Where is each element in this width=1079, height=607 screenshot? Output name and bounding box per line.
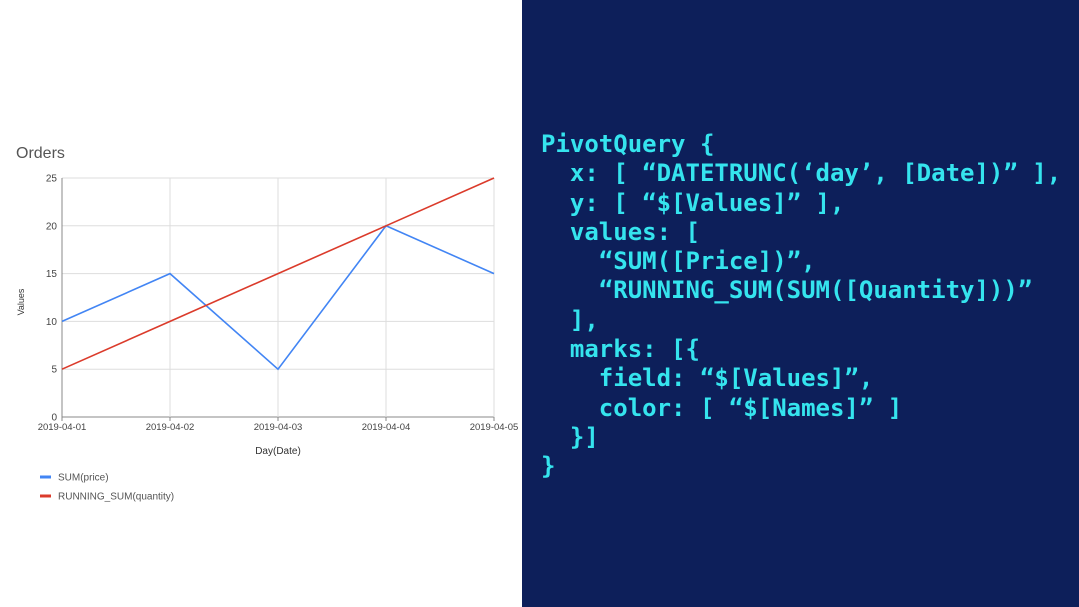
code-line: PivotQuery {	[541, 130, 715, 158]
y-tick-label: 5	[51, 365, 57, 376]
line-chart: Orders 0 5 10 15 20 25 2019-04-01 2019-04-02 201…	[16, 145, 519, 503]
legend-label: RUNNING_SUM(quantity)	[58, 492, 174, 503]
x-tick-label: 2019-04-04	[362, 422, 411, 433]
y-tick-label: 10	[46, 317, 58, 328]
code-line: color: [ “$[Names]” ]	[541, 393, 903, 422]
code-line: “SUM([Price])”,	[541, 247, 816, 276]
legend-swatch	[40, 494, 51, 498]
code-line: “RUNNING_SUM(SUM([Quantity]))”	[541, 276, 1033, 305]
y-axis-label: Values	[16, 288, 26, 315]
code-line: ],	[541, 305, 599, 334]
grid	[61, 177, 495, 418]
series-line-1	[61, 177, 495, 370]
series-line-0	[61, 224, 495, 371]
y-tick-label: 20	[46, 221, 58, 232]
y-tick-label: 25	[46, 174, 58, 185]
chart-title: Orders	[16, 145, 65, 162]
code-line: }	[541, 452, 556, 481]
series-lines	[61, 177, 495, 371]
pivot-query-code: PivotQuery { x: [ “DATETRUNC(‘day’, [Dat…	[541, 130, 1061, 482]
x-tick-label: 2019-04-05	[470, 422, 519, 433]
x-tick-label: 2019-04-01	[38, 422, 87, 433]
x-axis-label: Day(Date)	[255, 446, 301, 457]
code-line: x: [ “DATETRUNC(‘day’, [Date])” ],	[541, 159, 1062, 188]
legend-label: SUM(price)	[58, 473, 109, 484]
legend: SUM(price) RUNNING_SUM(quantity)	[40, 473, 174, 503]
code-line: }]	[541, 422, 599, 451]
code-panel: PivotQuery { x: [ “DATETRUNC(‘day’, [Dat…	[522, 0, 1079, 607]
code-line: y: [ “$[Values]” ],	[541, 188, 845, 217]
x-tick-label: 2019-04-02	[146, 422, 195, 433]
y-tick-label: 15	[46, 269, 58, 280]
legend-swatch	[40, 475, 51, 479]
code-line: marks: [{	[541, 335, 700, 364]
code-line: values: [	[541, 217, 700, 246]
chart-panel: Orders 0 5 10 15 20 25 2019-04-01 2019-04-02 201…	[0, 0, 522, 607]
axes: 0 5 10 15 20 25 2019-04-01 2019-04-02 2019-04-03…	[38, 174, 519, 434]
x-tick-label: 2019-04-03	[254, 422, 303, 433]
code-line: field: “$[Values]”,	[541, 364, 874, 393]
y-tick-label: 0	[51, 413, 57, 424]
